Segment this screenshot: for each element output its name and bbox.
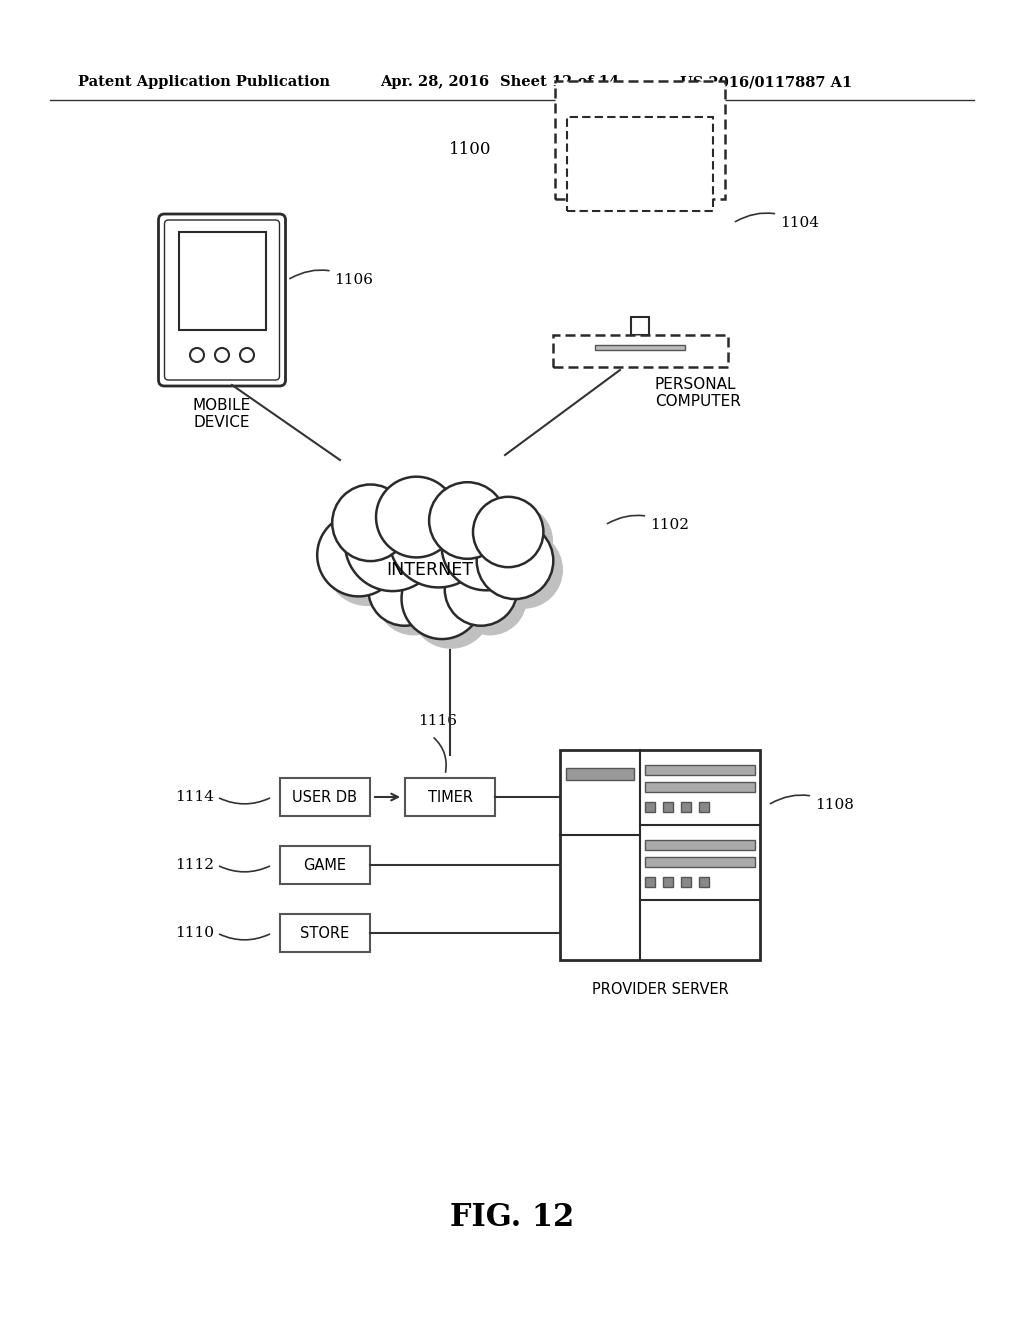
Text: PROVIDER SERVER: PROVIDER SERVER xyxy=(592,982,728,997)
Bar xyxy=(178,232,265,330)
Circle shape xyxy=(411,568,492,648)
Circle shape xyxy=(473,496,544,568)
Bar xyxy=(280,777,370,816)
Bar xyxy=(631,317,649,335)
Circle shape xyxy=(444,553,517,626)
Circle shape xyxy=(341,494,418,570)
Bar xyxy=(280,846,370,884)
Circle shape xyxy=(401,558,482,639)
Bar xyxy=(406,777,495,816)
Circle shape xyxy=(441,502,530,590)
Text: 1114: 1114 xyxy=(175,789,214,804)
Text: GAME: GAME xyxy=(303,858,346,873)
Text: US 2016/0117887 A1: US 2016/0117887 A1 xyxy=(680,75,852,88)
Circle shape xyxy=(376,477,457,557)
Text: USER DB: USER DB xyxy=(293,789,357,804)
Text: 1108: 1108 xyxy=(770,795,854,812)
Text: 1100: 1100 xyxy=(449,141,492,158)
Text: 1116: 1116 xyxy=(419,714,458,729)
Bar xyxy=(663,803,673,812)
Text: FIG. 12: FIG. 12 xyxy=(450,1203,574,1233)
Circle shape xyxy=(477,523,553,599)
Bar xyxy=(553,335,727,367)
Text: MOBILE
DEVICE: MOBILE DEVICE xyxy=(193,399,251,430)
Circle shape xyxy=(389,488,488,587)
Circle shape xyxy=(190,348,204,362)
Text: Sheet 12 of 14: Sheet 12 of 14 xyxy=(500,75,620,88)
Bar xyxy=(645,781,755,792)
Bar xyxy=(663,876,673,887)
Circle shape xyxy=(345,496,440,591)
Bar xyxy=(699,876,709,887)
Circle shape xyxy=(482,506,552,577)
Bar xyxy=(681,876,691,887)
Circle shape xyxy=(397,498,498,597)
FancyBboxPatch shape xyxy=(159,214,286,385)
Text: STORE: STORE xyxy=(300,925,349,940)
FancyBboxPatch shape xyxy=(165,220,280,380)
Text: Apr. 28, 2016: Apr. 28, 2016 xyxy=(380,75,489,88)
Text: PERSONAL
COMPUTER: PERSONAL COMPUTER xyxy=(655,378,741,409)
Circle shape xyxy=(317,513,400,597)
Bar xyxy=(567,117,713,211)
Text: 1104: 1104 xyxy=(735,213,819,230)
Bar xyxy=(681,803,691,812)
Circle shape xyxy=(485,532,562,609)
Text: 1102: 1102 xyxy=(607,515,689,532)
Bar xyxy=(560,750,760,960)
Bar xyxy=(280,913,370,952)
Bar xyxy=(566,768,634,780)
Circle shape xyxy=(438,491,515,568)
Text: 1110: 1110 xyxy=(175,927,214,940)
Circle shape xyxy=(454,562,526,635)
Circle shape xyxy=(327,523,409,606)
Circle shape xyxy=(369,553,440,626)
Bar xyxy=(645,876,655,887)
Bar xyxy=(645,857,755,867)
Text: TIMER: TIMER xyxy=(427,789,472,804)
Bar xyxy=(699,803,709,812)
Bar xyxy=(645,766,755,775)
Circle shape xyxy=(385,486,466,566)
Text: 1112: 1112 xyxy=(175,858,214,873)
Bar xyxy=(645,803,655,812)
Text: 1106: 1106 xyxy=(290,271,374,286)
Text: INTERNET: INTERNET xyxy=(386,561,473,579)
Circle shape xyxy=(215,348,229,362)
Circle shape xyxy=(354,504,450,601)
Circle shape xyxy=(332,484,409,561)
Text: Patent Application Publication: Patent Application Publication xyxy=(78,75,330,88)
Bar xyxy=(555,81,725,199)
Bar xyxy=(595,345,685,350)
Circle shape xyxy=(240,348,254,362)
Circle shape xyxy=(377,562,450,635)
Circle shape xyxy=(451,511,540,599)
Circle shape xyxy=(429,482,506,558)
Bar xyxy=(645,840,755,850)
